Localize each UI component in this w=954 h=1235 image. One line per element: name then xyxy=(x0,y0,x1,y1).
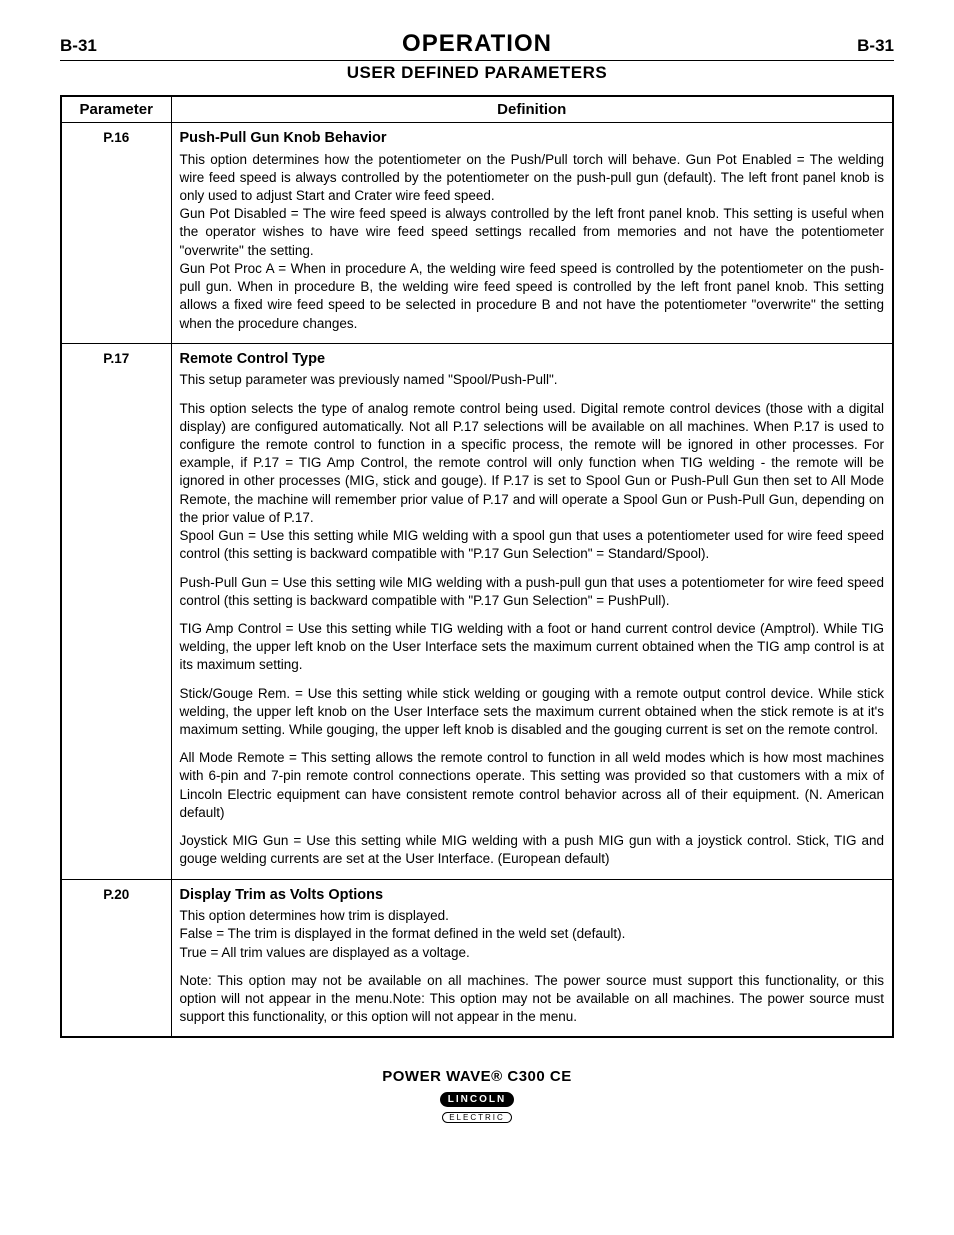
section-title: OPERATION xyxy=(402,30,552,58)
table-row: P.16Push-Pull Gun Knob BehaviorThis opti… xyxy=(61,123,893,344)
param-id: P.17 xyxy=(61,343,171,879)
table-row: P.17Remote Control TypeThis setup parame… xyxy=(61,343,893,879)
page-footer: POWER WAVE® C300 CE LINCOLN ELECTRIC xyxy=(60,1068,894,1125)
footer-product: POWER WAVE® C300 CE xyxy=(60,1068,894,1085)
parameters-table: Parameter Definition P.16Push-Pull Gun K… xyxy=(60,95,894,1038)
definition-paragraph: This option determines how the potentiom… xyxy=(180,151,885,333)
brand-logo: LINCOLN ELECTRIC xyxy=(440,1089,514,1125)
definition-title: Remote Control Type xyxy=(180,350,885,370)
definition-paragraph: Joystick MIG Gun = Use this setting whil… xyxy=(180,832,885,868)
definition-paragraph: This setup parameter was previously name… xyxy=(180,371,885,389)
definition-paragraph: This option determines how trim is displ… xyxy=(180,907,885,962)
definition-body: This option determines how the potentiom… xyxy=(180,151,885,333)
definition-body: This setup parameter was previously name… xyxy=(180,371,885,868)
definition-paragraph: All Mode Remote = This setting allows th… xyxy=(180,749,885,822)
page-num-right: B-31 xyxy=(857,36,894,56)
definition-body: This option determines how trim is displ… xyxy=(180,907,885,1026)
definition-paragraph: Push-Pull Gun = Use this setting wile MI… xyxy=(180,574,885,610)
param-id: P.20 xyxy=(61,879,171,1037)
param-definition: Remote Control TypeThis setup parameter … xyxy=(171,343,893,879)
param-id: P.16 xyxy=(61,123,171,344)
param-definition: Display Trim as Volts OptionsThis option… xyxy=(171,879,893,1037)
definition-paragraph: Stick/Gouge Rem. = Use this setting whil… xyxy=(180,685,885,740)
definition-title: Push-Pull Gun Knob Behavior xyxy=(180,129,885,149)
definition-title: Display Trim as Volts Options xyxy=(180,886,885,906)
brand-name-bottom: ELECTRIC xyxy=(442,1112,512,1123)
definition-paragraph: This option selects the type of analog r… xyxy=(180,400,885,564)
page-header: B-31 OPERATION B-31 xyxy=(60,30,894,61)
col-header-parameter: Parameter xyxy=(61,96,171,123)
definition-paragraph: Note: This option may not be available o… xyxy=(180,972,885,1027)
page-subtitle: USER DEFINED PARAMETERS xyxy=(60,63,894,83)
page-num-left: B-31 xyxy=(60,36,97,56)
param-definition: Push-Pull Gun Knob BehaviorThis option d… xyxy=(171,123,893,344)
table-row: P.20Display Trim as Volts OptionsThis op… xyxy=(61,879,893,1037)
definition-paragraph: TIG Amp Control = Use this setting while… xyxy=(180,620,885,675)
brand-name-top: LINCOLN xyxy=(440,1092,514,1107)
col-header-definition: Definition xyxy=(171,96,893,123)
